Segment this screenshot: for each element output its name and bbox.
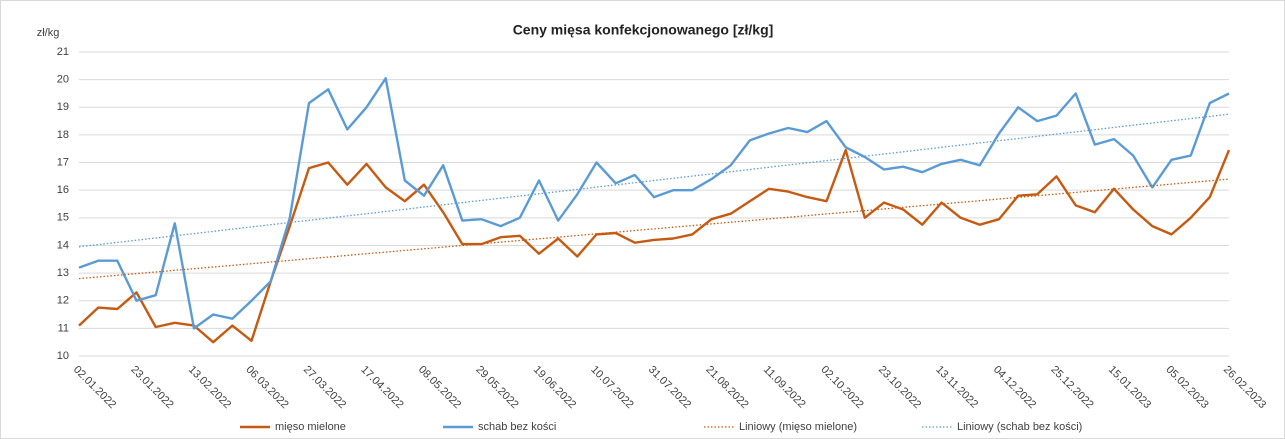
legend-label: schab bez kości: [478, 421, 556, 433]
legend-label: mięso mielone: [275, 421, 346, 433]
y-axis-label: zł/kg: [37, 27, 60, 39]
y-tick-label: 14: [57, 239, 69, 251]
y-tick-label: 19: [57, 101, 69, 113]
y-tick-label: 21: [57, 46, 69, 58]
y-tick-label: 15: [57, 212, 69, 224]
y-tick-label: 10: [57, 350, 69, 362]
legend-label: Liniowy (schab bez kości): [957, 421, 1082, 433]
trend-line: [78, 113, 1230, 248]
y-tick-label: 18: [57, 129, 69, 141]
series-line: [78, 77, 1230, 330]
chart-title: Ceny mięsa konfekcjonowanego [zł/kg]: [513, 22, 774, 38]
legend-label: Liniowy (mięso mielone): [739, 421, 857, 433]
y-tick-label: 11: [58, 322, 69, 334]
y-tick-label: 20: [57, 74, 69, 86]
y-tick-label: 13: [57, 267, 69, 279]
y-tick-label: 17: [57, 156, 69, 168]
y-tick-label: 16: [57, 184, 69, 196]
y-tick-label: 12: [57, 295, 69, 307]
